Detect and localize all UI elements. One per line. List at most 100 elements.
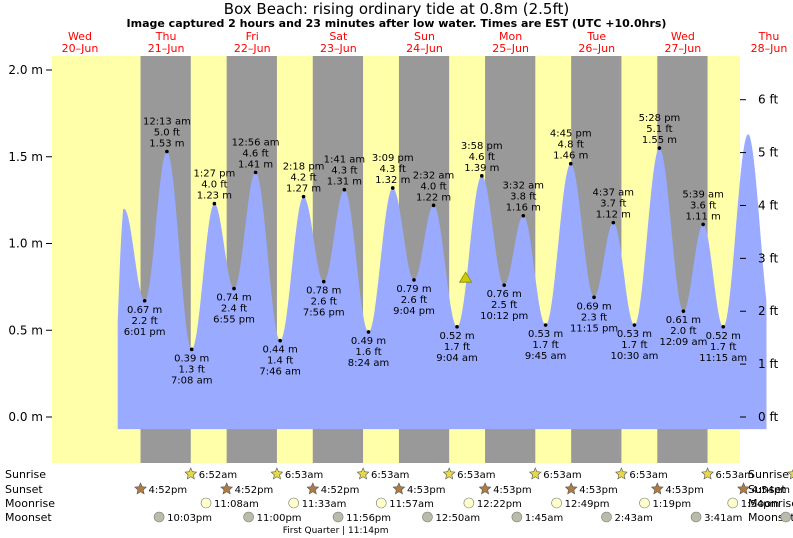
sunset-time: 4:54pm	[752, 485, 791, 496]
high-tide-time: 3:58 pm	[461, 141, 503, 152]
sunset-time: 4:52pm	[235, 485, 274, 496]
right-axis-tick-label: 6 ft	[758, 93, 778, 107]
high-tide-feet: 4.0 ft	[420, 181, 446, 192]
high-tide-dot	[521, 213, 526, 218]
low-tide-metres: 0.79 m	[396, 284, 431, 295]
sunset-time: 4:53pm	[665, 485, 704, 496]
moonset-circle-icon	[422, 511, 433, 523]
tide-labels: 0.67 m2.2 ft6:01 pm 12:13 am5.0 ft1.53 m 0…	[124, 113, 747, 386]
low-tide-feet: 2.2 ft	[131, 316, 157, 327]
high-tide-dot	[657, 146, 662, 150]
sunset-star-icon	[306, 482, 320, 495]
moonrise-circle-icon	[639, 497, 650, 509]
low-tide-time: 9:04 pm	[393, 306, 435, 317]
date-label: 22–Jun	[234, 42, 271, 55]
sunrise-time: 6:53am	[629, 470, 667, 481]
sunrise-star-icon	[356, 467, 370, 480]
low-tide-feet: 1.7 ft	[621, 340, 647, 351]
high-tide-feet: 4.6 ft	[469, 152, 495, 163]
low-tide-feet: 2.5 ft	[491, 300, 517, 311]
low-tide-dot	[681, 309, 686, 313]
sunset-time: 4:53pm	[407, 485, 446, 496]
sunset-star-icon	[392, 482, 406, 495]
moonrise-time: 1:19pm	[653, 499, 692, 510]
low-tide-dot	[142, 298, 147, 303]
high-tide-time: 12:13 am	[143, 117, 191, 128]
high-tide-dot	[212, 201, 217, 206]
low-tide-metres: 0.52 m	[706, 331, 741, 342]
low-tide-feet: 2.0 ft	[670, 326, 696, 337]
high-tide-feet: 4.3 ft	[331, 166, 357, 177]
moonrise-circle-icon	[727, 497, 739, 509]
moonset-circle-icon	[780, 511, 792, 523]
day-label: Fri	[246, 30, 259, 43]
moonrise-time: 12:22pm	[477, 499, 522, 510]
low-tide-time: 10:30 am	[610, 351, 658, 362]
high-tide-metres: 1.31 m	[327, 177, 362, 188]
sunrise-row-label-right: Sunrise	[748, 468, 789, 481]
date-label: 24–Jun	[406, 42, 443, 55]
low-tide-time: 7:46 am	[259, 367, 301, 378]
low-tide-metres: 0.44 m	[263, 345, 298, 356]
high-tide-dot	[701, 222, 705, 227]
low-tide-metres: 0.76 m	[487, 289, 522, 300]
low-tide-metres: 0.61 m	[666, 315, 701, 326]
left-axis-tick-label: 1.5 m	[8, 150, 43, 164]
tide-area	[117, 134, 767, 430]
moonset-circle-icon	[153, 511, 165, 523]
day-label: Thu	[155, 30, 177, 43]
left-axis-tick-label: 0.0 m	[8, 410, 43, 424]
low-tide-feet: 1.7 ft	[532, 340, 558, 351]
high-tide-time: 2:18 pm	[283, 162, 325, 173]
right-axis-tick-label: 1 ft	[758, 357, 778, 371]
high-tide-dot	[165, 149, 169, 154]
sunrise-time: 6:53am	[543, 470, 581, 481]
page-title: Box Beach: rising ordinary tide at 0.8m …	[223, 0, 570, 18]
high-tide-time: 1:41 am	[324, 155, 366, 166]
high-tide-dot	[431, 203, 436, 208]
high-tide-time: 5:28 pm	[639, 113, 681, 124]
axes: 0.0 m 0.5 m 1.0 m 1.5 m 2.0 m 0 ft 1 ft 2 ft 3 f…	[8, 63, 778, 424]
date-label: 23–Jun	[320, 42, 357, 55]
sunset-time: 4:53pm	[493, 485, 532, 496]
moon-phase-note: First Quarter | 11:14pm	[283, 526, 389, 536]
moonset-time: 3:41am	[704, 513, 742, 524]
high-tide-feet: 4.2 ft	[290, 173, 316, 184]
high-tide-feet: 3.6 ft	[690, 200, 716, 211]
low-tide-dot	[721, 324, 726, 329]
day-label: Sun	[414, 30, 435, 43]
low-tide-feet: 1.6 ft	[355, 347, 381, 358]
low-tide-feet: 2.4 ft	[221, 304, 247, 315]
low-tide-metres: 0.39 m	[174, 353, 209, 364]
high-tide-dot	[253, 170, 258, 175]
low-tide-dot	[632, 323, 637, 327]
low-tide-time: 11:15 am	[699, 353, 747, 364]
right-axis-tick-label: 0 ft	[758, 410, 778, 424]
moonset-circle-icon	[243, 511, 254, 523]
high-tide-time: 1:27 pm	[194, 169, 236, 180]
left-axis-tick-label: 1.0 m	[8, 237, 43, 251]
moonrise-circle-icon	[551, 497, 562, 509]
high-tide-metres: 1.32 m	[375, 175, 410, 186]
low-tide-metres: 0.69 m	[576, 301, 611, 312]
low-tide-feet: 2.3 ft	[581, 312, 607, 323]
day-label: Wed	[671, 30, 695, 43]
high-tide-metres: 1.53 m	[149, 139, 184, 150]
moonrise-circle-icon	[463, 497, 475, 509]
day-label: Wed	[68, 30, 92, 43]
sunrise-star-icon	[701, 467, 715, 480]
moonset-row-label-left: Moonset	[5, 511, 52, 524]
high-tide-time: 4:45 pm	[550, 129, 592, 140]
left-axis-tick-label: 2.0 m	[8, 63, 43, 77]
high-tide-dot	[390, 186, 395, 190]
low-tide-time: 7:08 am	[171, 375, 213, 386]
low-tide-time: 10:12 pm	[480, 311, 528, 322]
low-tide-dot	[543, 323, 548, 327]
day-label: Thu	[758, 30, 780, 43]
day-label: Tue	[586, 30, 606, 43]
low-tide-time: 9:04 am	[436, 353, 478, 364]
moonset-circle-icon	[332, 511, 344, 523]
low-tide-metres: 0.53 m	[528, 329, 563, 340]
high-tide-time: 12:56 am	[232, 137, 280, 148]
